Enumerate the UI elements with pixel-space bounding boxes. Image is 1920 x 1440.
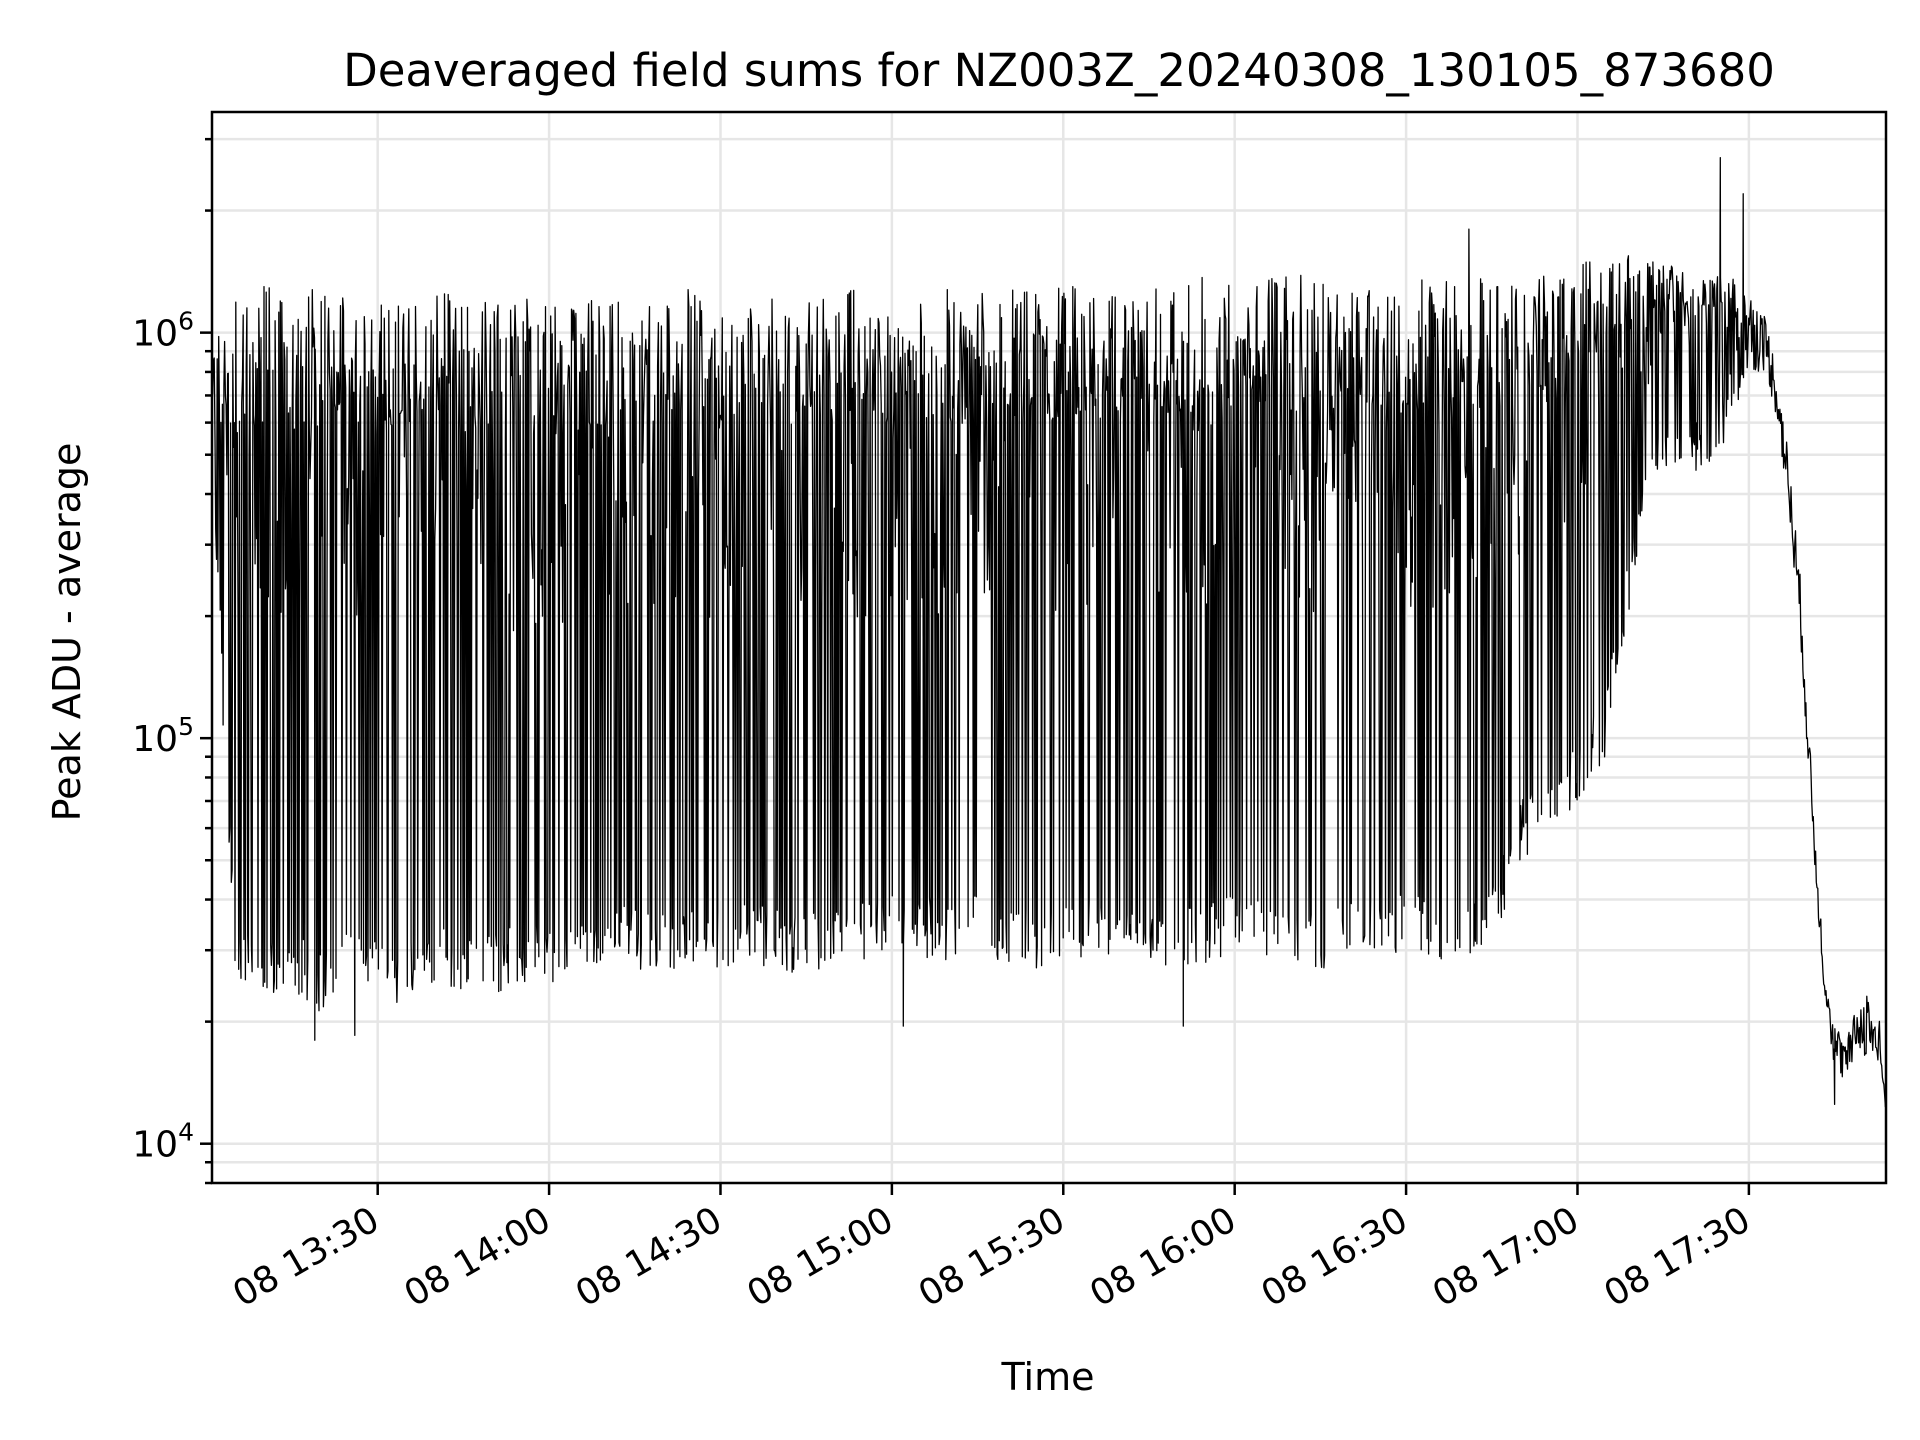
- x-tick-label: 08 13:30: [226, 1199, 386, 1315]
- x-tick-label: 08 17:00: [1426, 1199, 1586, 1315]
- series-area: [211, 157, 1887, 1108]
- x-tick-label: 08 15:00: [740, 1199, 900, 1315]
- plot-frame: [210, 110, 1888, 1185]
- x-tick-label: 08 16:00: [1083, 1199, 1243, 1315]
- x-tick-label: 08 16:30: [1255, 1199, 1415, 1315]
- y-axis-label: Peak ADU - average: [45, 443, 89, 822]
- y-tick-label: 104: [132, 1118, 194, 1166]
- x-tick-label: 08 17:30: [1597, 1199, 1757, 1315]
- y-tick-label: 106: [132, 307, 194, 355]
- x-axis-label: Time: [1001, 1355, 1095, 1399]
- x-tick-label: 08 14:30: [569, 1199, 729, 1315]
- x-tick-label: 08 15:30: [912, 1199, 1072, 1315]
- chart-title: Deaveraged field sums for NZ003Z_2024030…: [343, 44, 1775, 97]
- y-axis-ticks: 104 105 106: [132, 137, 212, 1185]
- x-tick-label: 08 14:00: [398, 1199, 558, 1315]
- series-line: [211, 157, 1887, 1108]
- y-tick-label: 105: [132, 712, 194, 760]
- x-axis-ticks: 08 13:30 08 14:00 08 14:30 08 15:00 08 15:30…: [226, 1183, 1757, 1315]
